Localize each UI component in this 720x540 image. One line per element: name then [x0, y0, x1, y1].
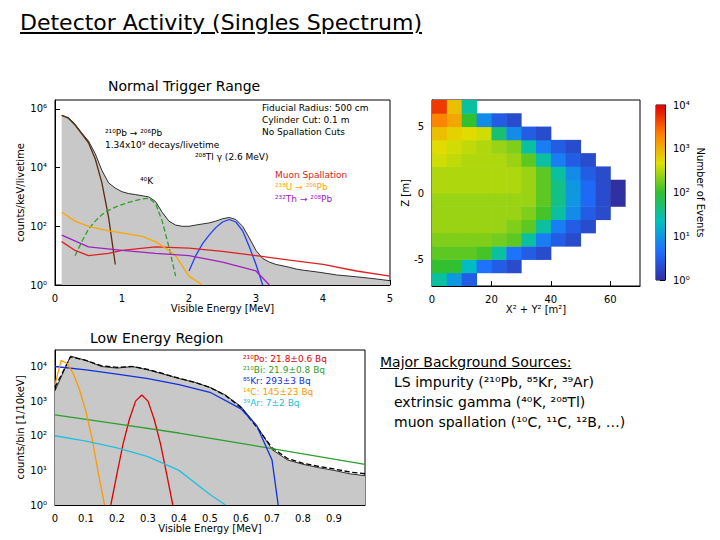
html-text:LS impurity (²¹⁰Pb, ⁸⁵Kr, ³⁹Ar: LS impurity (²¹⁰Pb, ⁸⁵Kr, ³⁹Ar) — [394, 374, 594, 390]
svg-text:40: 40 — [544, 294, 557, 305]
svg-text:²³²Th → ²⁰⁸Pb: ²³²Th → ²⁰⁸Pb — [275, 194, 333, 204]
svg-text:0.6: 0.6 — [233, 513, 249, 524]
svg-text:10³: 10³ — [673, 143, 690, 154]
svg-text:3: 3 — [253, 293, 259, 304]
svg-text:Fiducial Radius: 500 cm: Fiducial Radius: 500 cm — [262, 103, 369, 113]
svg-text:0: 0 — [52, 293, 58, 304]
svg-text:¹⁴C: 145±23 Bq: ¹⁴C: 145±23 Bq — [243, 387, 313, 397]
svg-text:10¹: 10¹ — [673, 231, 690, 242]
svg-text:²¹⁰Pb → ²⁰⁶Pb: ²¹⁰Pb → ²⁰⁶Pb — [105, 128, 162, 138]
svg-text:10⁴: 10⁴ — [673, 100, 690, 111]
svg-text:10³: 10³ — [30, 396, 47, 407]
svg-text:²¹⁰Po: 21.8±0.6 Bq: ²¹⁰Po: 21.8±0.6 Bq — [243, 354, 327, 364]
svg-text:10⁴: 10⁴ — [30, 162, 47, 173]
html-text:Low Energy Region: Low Energy Region — [90, 330, 224, 346]
svg-text:²³⁸U → ²⁰⁶Pb: ²³⁸U → ²⁰⁶Pb — [275, 182, 328, 192]
svg-text:Cylinder Cut: 0.1 m: Cylinder Cut: 0.1 m — [262, 115, 349, 125]
svg-text:0.2: 0.2 — [109, 513, 125, 524]
svg-text:0: 0 — [52, 513, 58, 524]
svg-text:0.8: 0.8 — [295, 513, 311, 524]
html-text:Normal Trigger Range: Normal Trigger Range — [108, 78, 261, 94]
html-text:extrinsic gamma (⁴⁰K, ²⁰⁸Tl): extrinsic gamma (⁴⁰K, ²⁰⁸Tl) — [394, 394, 586, 410]
svg-text:Z [m]: Z [m] — [400, 179, 411, 207]
svg-text:No Spallation Cuts: No Spallation Cuts — [262, 127, 345, 137]
svg-text:²¹⁰Bi: 21.9±0.8 Bq: ²¹⁰Bi: 21.9±0.8 Bq — [243, 365, 325, 375]
svg-text:²⁰⁸Tl γ (2.6 MeV): ²⁰⁸Tl γ (2.6 MeV) — [195, 152, 269, 162]
html-text:Major Background Sources:: Major Background Sources: — [380, 354, 572, 370]
svg-text:Visible Energy [MeV]: Visible Energy [MeV] — [158, 523, 262, 534]
svg-text:0.9: 0.9 — [326, 513, 342, 524]
svg-text:5: 5 — [418, 121, 424, 132]
svg-text:X² + Y² [m²]: X² + Y² [m²] — [506, 304, 567, 315]
svg-text:5: 5 — [387, 293, 393, 304]
svg-text:60: 60 — [604, 294, 617, 305]
svg-text:0.5: 0.5 — [202, 513, 218, 524]
svg-text:counts/bin [1/10keV]: counts/bin [1/10keV] — [15, 375, 26, 479]
svg-text:0.1: 0.1 — [78, 513, 94, 524]
svg-text:10⁶: 10⁶ — [30, 103, 47, 114]
svg-text:0: 0 — [429, 294, 435, 305]
svg-text:2: 2 — [186, 293, 192, 304]
html-text:Detector Activity (Singles Spe: Detector Activity (Singles Spectrum) — [20, 10, 422, 35]
svg-text:-5: -5 — [414, 254, 424, 265]
html-text:muon spallation (¹⁰C, ¹¹C, ¹²B: muon spallation (¹⁰C, ¹¹C, ¹²B, …) — [394, 414, 626, 430]
svg-text:0: 0 — [418, 188, 424, 199]
svg-text:10²: 10² — [30, 430, 47, 441]
svg-text:0.3: 0.3 — [140, 513, 156, 524]
svg-text:0.7: 0.7 — [264, 513, 280, 524]
svg-text:1: 1 — [119, 293, 125, 304]
svg-text:4: 4 — [320, 293, 326, 304]
svg-text:Visible Energy [MeV]: Visible Energy [MeV] — [171, 303, 275, 314]
svg-text:³⁹Ar: 7±2 Bq: ³⁹Ar: 7±2 Bq — [243, 398, 300, 408]
svg-text:Muon Spallation: Muon Spallation — [275, 170, 347, 180]
svg-text:20: 20 — [485, 294, 498, 305]
svg-text:10⁰: 10⁰ — [673, 275, 690, 286]
svg-text:10²: 10² — [673, 187, 690, 198]
svg-text:10⁴: 10⁴ — [30, 361, 47, 372]
svg-text:⁸⁵Kr: 293±3 Bq: ⁸⁵Kr: 293±3 Bq — [243, 376, 311, 386]
svg-text:⁴⁰K: ⁴⁰K — [140, 176, 154, 186]
svg-text:0.4: 0.4 — [171, 513, 187, 524]
svg-text:10⁰: 10⁰ — [30, 280, 47, 291]
svg-text:10¹: 10¹ — [30, 465, 47, 476]
svg-text:10²: 10² — [30, 221, 47, 232]
svg-text:1.34x10⁹ decays/livetime: 1.34x10⁹ decays/livetime — [105, 140, 220, 150]
svg-text:Number of Events: Number of Events — [695, 147, 706, 237]
svg-text:10⁰: 10⁰ — [30, 500, 47, 511]
svg-text:counts/keV/livetime: counts/keV/livetime — [15, 143, 26, 242]
